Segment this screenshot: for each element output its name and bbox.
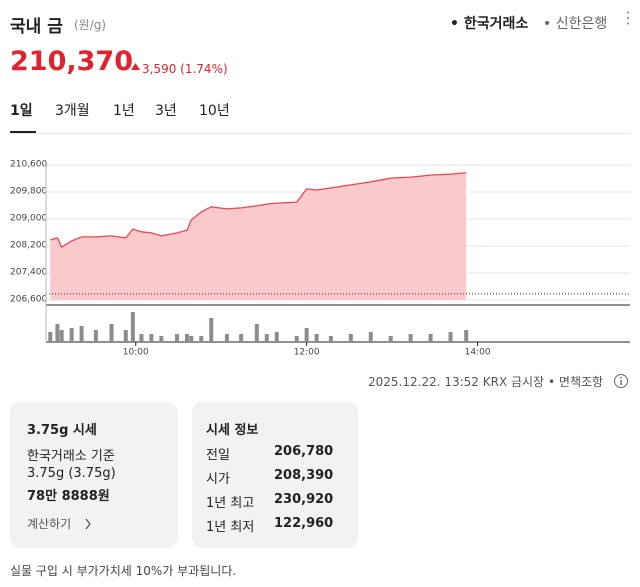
volume-bar — [55, 324, 60, 342]
tab[interactable]: 3년 — [155, 103, 177, 119]
info-label: 1년 최저 — [206, 520, 255, 535]
x-tick-label: 14:00 — [465, 348, 491, 358]
volume-bar — [408, 334, 413, 342]
price: 210,370 — [10, 46, 133, 77]
volume-bar — [388, 336, 393, 342]
volume-bar — [348, 334, 353, 342]
card-title: 3.75g 시세 — [27, 423, 97, 438]
info-value: 230,920 — [274, 492, 334, 507]
volume-bar — [304, 328, 309, 342]
timestamp: 2025.12.22. 13:52 KRX 금시장 — [368, 375, 545, 389]
tab[interactable]: 10년 — [199, 103, 230, 119]
y-tick-label: 206,600 — [10, 295, 47, 305]
card-line: 3.75g (3.75g) — [27, 466, 116, 481]
y-tick-label: 208,200 — [10, 241, 47, 251]
volume-bar — [264, 334, 269, 342]
more-menu[interactable]: ⋮ — [620, 8, 636, 27]
volume-bar — [159, 336, 164, 342]
card: 시세 정보 전일 206,780 시가 208,390 1년 최고 230,920 1년 최… — [192, 402, 358, 548]
card-line: 78만 8888원 — [27, 489, 110, 504]
volume-bar — [328, 336, 333, 342]
divider — [10, 133, 630, 134]
x-tick-label: 12:00 — [294, 348, 320, 358]
tab[interactable]: 1년 — [113, 103, 135, 119]
up-arrow — [131, 63, 140, 70]
info-label: 시가 — [206, 472, 230, 487]
source[interactable]: 한국거래소 — [463, 16, 529, 32]
volume-bar — [448, 332, 453, 342]
volume-bar — [189, 336, 194, 342]
volume-bar — [294, 336, 299, 342]
volume-bar — [69, 328, 74, 342]
price-line — [50, 172, 467, 248]
unit: (원/g) — [74, 18, 107, 32]
volume-bar — [464, 330, 469, 342]
volume-bar — [274, 332, 279, 342]
source-tab[interactable]: • 신한은행 — [543, 16, 608, 32]
disclaimer[interactable]: • 면책조항 — [548, 375, 604, 389]
tab[interactable]: 3개월 — [55, 103, 90, 119]
volume-bar — [224, 334, 229, 342]
source[interactable]: 신한은행 — [555, 16, 608, 32]
y-tick-label: 207,400 — [10, 268, 47, 278]
card: 3.75g 시세 한국거래소 기준 3.75g (3.75g) 78만 8888… — [10, 402, 178, 548]
volume-bar — [130, 312, 135, 342]
volume-bar — [109, 324, 114, 342]
tab[interactable]: 1일 — [10, 103, 33, 119]
chart: 206,600 207,400 208,200 209,000 209,800 210,6… — [10, 160, 630, 358]
info-value: 122,960 — [274, 516, 334, 531]
source-tab[interactable]: • 한국거래소 — [450, 16, 529, 32]
volume-bar — [59, 330, 64, 342]
footer: 실물 구입 시 부가가치세 10%가 부과됩니다. — [10, 564, 237, 578]
volume-bar — [123, 330, 128, 342]
y-tick-label: 209,800 — [10, 187, 47, 197]
disclaimer-text[interactable]: 면책조항 — [558, 375, 604, 389]
info-label: 1년 최고 — [206, 496, 255, 511]
chevron[interactable] — [84, 518, 92, 530]
volume-bar — [199, 336, 204, 342]
tab-underline — [10, 131, 36, 133]
info-icon[interactable] — [613, 373, 629, 389]
volume-bar — [314, 334, 319, 342]
title: 국내 금 — [10, 17, 63, 37]
price-area — [50, 172, 467, 300]
volume-bar — [368, 332, 373, 342]
volume-bar — [428, 334, 433, 342]
volume-bar — [149, 334, 154, 342]
calc-link[interactable]: 계산하기 — [27, 517, 72, 531]
y-tick-label: 210,600 — [10, 160, 47, 170]
volume-bar — [209, 318, 214, 342]
volume-bar — [93, 330, 98, 342]
y-tick-label: 209,000 — [10, 214, 47, 224]
volume-bar — [79, 326, 84, 342]
x-tick-label: 10:00 — [123, 348, 149, 358]
info-value: 208,390 — [274, 468, 334, 483]
card-title: 시세 정보 — [206, 423, 259, 438]
info-label: 전일 — [206, 448, 230, 463]
volume-bar — [175, 334, 180, 342]
change: 3,590 (1.74%) — [142, 62, 228, 76]
volume-bar — [139, 334, 144, 342]
card-line: 한국거래소 기준 — [27, 449, 115, 464]
volume-bar — [185, 334, 190, 342]
volume-bar — [48, 332, 53, 342]
volume-bar — [254, 324, 259, 342]
volume-bar — [239, 334, 244, 342]
info-value: 206,780 — [274, 444, 334, 459]
